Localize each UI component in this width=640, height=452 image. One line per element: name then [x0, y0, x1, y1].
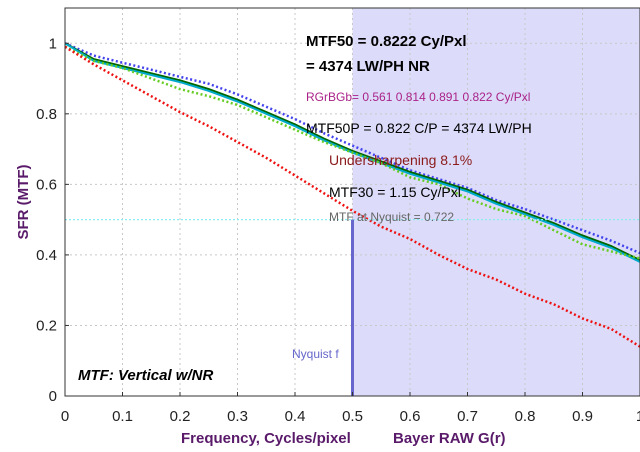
y-axis-label: SFR (MTF): [15, 165, 32, 240]
y-tick-label: 1: [49, 35, 57, 52]
y-tick-label: 0.4: [36, 247, 57, 264]
rgrbgb-annotation: RGrBGb= 0.561 0.814 0.891 0.822 Cy/Pxl: [306, 90, 530, 104]
x-tick-label: 0.9: [572, 408, 593, 425]
mode-label: MTF: Vertical w/NR: [78, 367, 213, 384]
x-tick-label: 0.8: [515, 408, 536, 425]
nyquist-label: Nyquist f: [292, 347, 339, 361]
mtf50p-annotation: MTF50P = 0.822 C/P = 4374 LW/PH: [306, 120, 532, 136]
x-tick-label: 0.4: [285, 408, 306, 425]
x-tick-label: 0.2: [170, 408, 191, 425]
x-tick-label: 0.3: [227, 408, 248, 425]
series-green: [64, 42, 640, 262]
x-tick-label: 0: [61, 408, 69, 425]
lwph-annotation: = 4374 LW/PH NR: [306, 58, 430, 75]
y-tick-label: 0.2: [36, 317, 57, 334]
mtf50-annotation: MTF50 = 0.8222 Cy/Pxl: [306, 33, 467, 50]
series-yellow-green: [64, 45, 640, 260]
undersharpening-annotation: Undersharpening 8.1%: [329, 152, 472, 168]
x-tick-label: 0.6: [400, 408, 421, 425]
series-blue: [64, 42, 640, 255]
y-tick-label: 0.6: [36, 176, 57, 193]
x-axis-label: Frequency, Cycles/pixel: [181, 430, 351, 447]
x-axis-label-suffix: Bayer RAW G(r): [393, 430, 506, 447]
x-tick-label: 0.7: [457, 408, 478, 425]
mtf-nyquist-annotation: MTF at Nyquist = 0.722: [329, 210, 454, 224]
x-tick-label: 0.1: [112, 408, 133, 425]
x-tick-label: 1: [636, 408, 640, 425]
y-tick-label: 0: [49, 388, 57, 405]
mtf30-annotation: MTF30 = 1.15 Cy/Pxl: [329, 184, 461, 200]
x-tick-label: 0.5: [342, 408, 363, 425]
y-tick-label: 0.8: [36, 106, 57, 123]
